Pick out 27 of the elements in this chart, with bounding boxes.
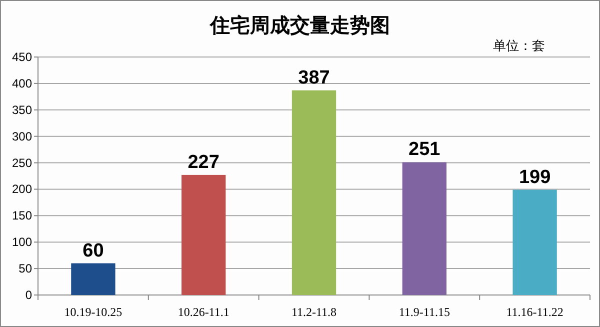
data-label: 227 xyxy=(188,152,220,173)
bar xyxy=(402,162,446,295)
y-tick-label: 50 xyxy=(18,262,32,276)
x-tick-label: 11.2-11.8 xyxy=(291,305,337,319)
y-tick-label: 150 xyxy=(12,208,32,223)
data-label: 387 xyxy=(298,67,330,88)
bar xyxy=(71,263,116,295)
x-tick-label: 10.26-11.1 xyxy=(178,305,230,319)
y-tick-label: 250 xyxy=(12,156,32,170)
data-label: 60 xyxy=(82,240,104,262)
text: 单位：套 xyxy=(493,39,545,54)
x-tick-label: 11.16-11.22 xyxy=(506,305,564,319)
y-tick-label: 100 xyxy=(12,235,32,250)
bar xyxy=(512,190,557,295)
x-tick-label: 11.9-11.15 xyxy=(398,305,450,319)
x-tick-label: 10.19-10.25 xyxy=(64,305,122,319)
bar xyxy=(182,174,226,295)
y-tick-label: 200 xyxy=(12,182,32,196)
y-tick-label: 300 xyxy=(12,129,32,144)
data-label: 199 xyxy=(518,166,551,188)
y-tick-label: 350 xyxy=(12,102,32,117)
y-tick-label: 450 xyxy=(12,50,32,64)
bar xyxy=(292,90,336,295)
chart-title: 住宅周成交量走势图 xyxy=(209,13,390,37)
y-tick-label: 400 xyxy=(12,76,32,90)
y-tick-label: 0 xyxy=(25,288,32,302)
data-label: 251 xyxy=(408,139,441,160)
